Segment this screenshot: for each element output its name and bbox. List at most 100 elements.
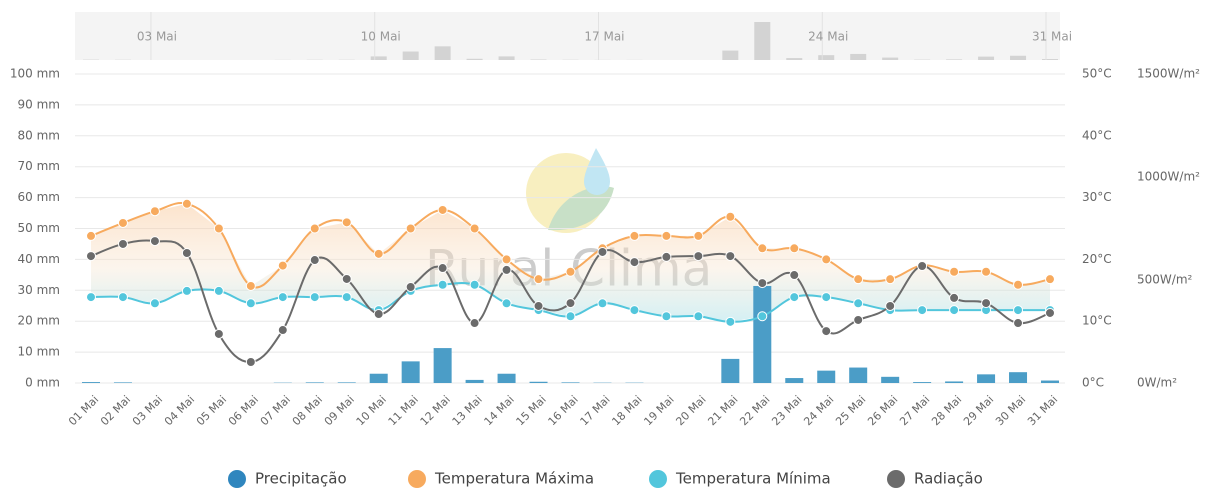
point [437, 279, 448, 290]
point [981, 266, 992, 277]
x-tick-label: 14 Mai [482, 393, 517, 428]
point [437, 263, 448, 274]
bar [849, 367, 868, 383]
bar [369, 373, 388, 383]
point [501, 298, 512, 309]
point [149, 298, 160, 309]
point [117, 238, 128, 249]
point [309, 255, 320, 266]
navigator-bar [498, 56, 515, 60]
point [853, 314, 864, 325]
navigator-bar [370, 56, 387, 60]
y-tick-label: 40 mm [18, 252, 60, 266]
x-tick-label: 01 Mai [66, 393, 101, 428]
point [789, 270, 800, 281]
point [693, 311, 704, 322]
bar [881, 376, 900, 383]
bar [529, 381, 548, 383]
legend-marker [408, 470, 426, 488]
point [309, 292, 320, 303]
bar [753, 285, 772, 383]
point [341, 217, 352, 228]
point [181, 248, 192, 259]
point [277, 260, 288, 271]
legend-item[interactable]: Radiação [887, 470, 983, 489]
bar [977, 374, 996, 383]
legend-marker [649, 470, 667, 488]
bar [1041, 380, 1059, 383]
x-tick-label: 24 Mai [801, 393, 836, 428]
point [1045, 274, 1055, 285]
x-tick-label: 02 Mai [98, 393, 133, 428]
x-tick-label: 25 Mai [833, 393, 868, 428]
legend-label: Temperatura Mínima [675, 470, 831, 488]
navigator-bar [1010, 55, 1027, 60]
y2-tick-label: 30°C [1082, 190, 1112, 204]
point [565, 298, 576, 309]
y3-tick-label: 1500W/m² [1137, 67, 1200, 81]
navigator-bar [978, 56, 995, 60]
point [405, 223, 416, 234]
point [661, 311, 672, 322]
x-tick-label: 06 Mai [226, 393, 261, 428]
point [341, 273, 352, 284]
point [86, 251, 96, 262]
point [917, 260, 928, 271]
bar [1009, 372, 1028, 383]
x-tick-label: 27 Mai [897, 393, 932, 428]
bar [465, 379, 484, 383]
point [181, 285, 192, 296]
navigator[interactable] [75, 12, 1060, 60]
legend-item[interactable]: Temperatura Mínima [649, 470, 831, 489]
x-tick-label: 08 Mai [290, 393, 325, 428]
x-tick-label: 11 Mai [386, 393, 421, 428]
legend-label: Radiação [914, 470, 983, 488]
x-tick-label: 22 Mai [737, 393, 772, 428]
x-tick-label: 03 Mai [130, 393, 165, 428]
point [885, 274, 896, 285]
bar [913, 382, 932, 383]
point [725, 251, 736, 262]
point [533, 274, 544, 285]
legend-label: Temperatura Máxima [434, 470, 594, 488]
point [405, 282, 416, 293]
point [757, 243, 768, 254]
x-tick-label: 09 Mai [322, 393, 357, 428]
point [629, 257, 640, 268]
y2-tick-label: 20°C [1082, 252, 1112, 266]
point [629, 305, 640, 316]
point [725, 316, 736, 327]
point [501, 264, 512, 275]
y-tick-label: 50 mm [18, 221, 60, 235]
point [597, 246, 608, 257]
point [341, 292, 352, 303]
point [949, 266, 960, 277]
y2-tick-label: 40°C [1082, 128, 1112, 142]
point [213, 285, 224, 296]
point [469, 318, 480, 329]
navigator-bar [786, 58, 803, 60]
point [117, 292, 128, 303]
legend-label: Precipitação [255, 470, 347, 488]
bar [945, 381, 964, 383]
point [469, 279, 480, 290]
legend-item[interactable]: Precipitação [228, 470, 347, 489]
point [181, 198, 192, 209]
point [757, 311, 768, 322]
point [661, 251, 672, 262]
x-tick-label: 15 Mai [514, 393, 549, 428]
point [949, 305, 960, 316]
point [437, 204, 448, 215]
point [853, 298, 864, 309]
legend-item[interactable]: Temperatura Máxima [408, 470, 594, 489]
point [565, 266, 576, 277]
point [213, 328, 224, 339]
x-tick-label: 13 Mai [450, 393, 485, 428]
x-tick-label: 18 Mai [609, 393, 644, 428]
point [245, 280, 256, 291]
navigator-label: 17 Mai [584, 30, 624, 44]
navigator-bar [466, 58, 483, 60]
y-tick-label: 60 mm [18, 190, 60, 204]
x-tick-label: 16 Mai [546, 393, 581, 428]
navigator-label: 24 Mai [808, 30, 848, 44]
